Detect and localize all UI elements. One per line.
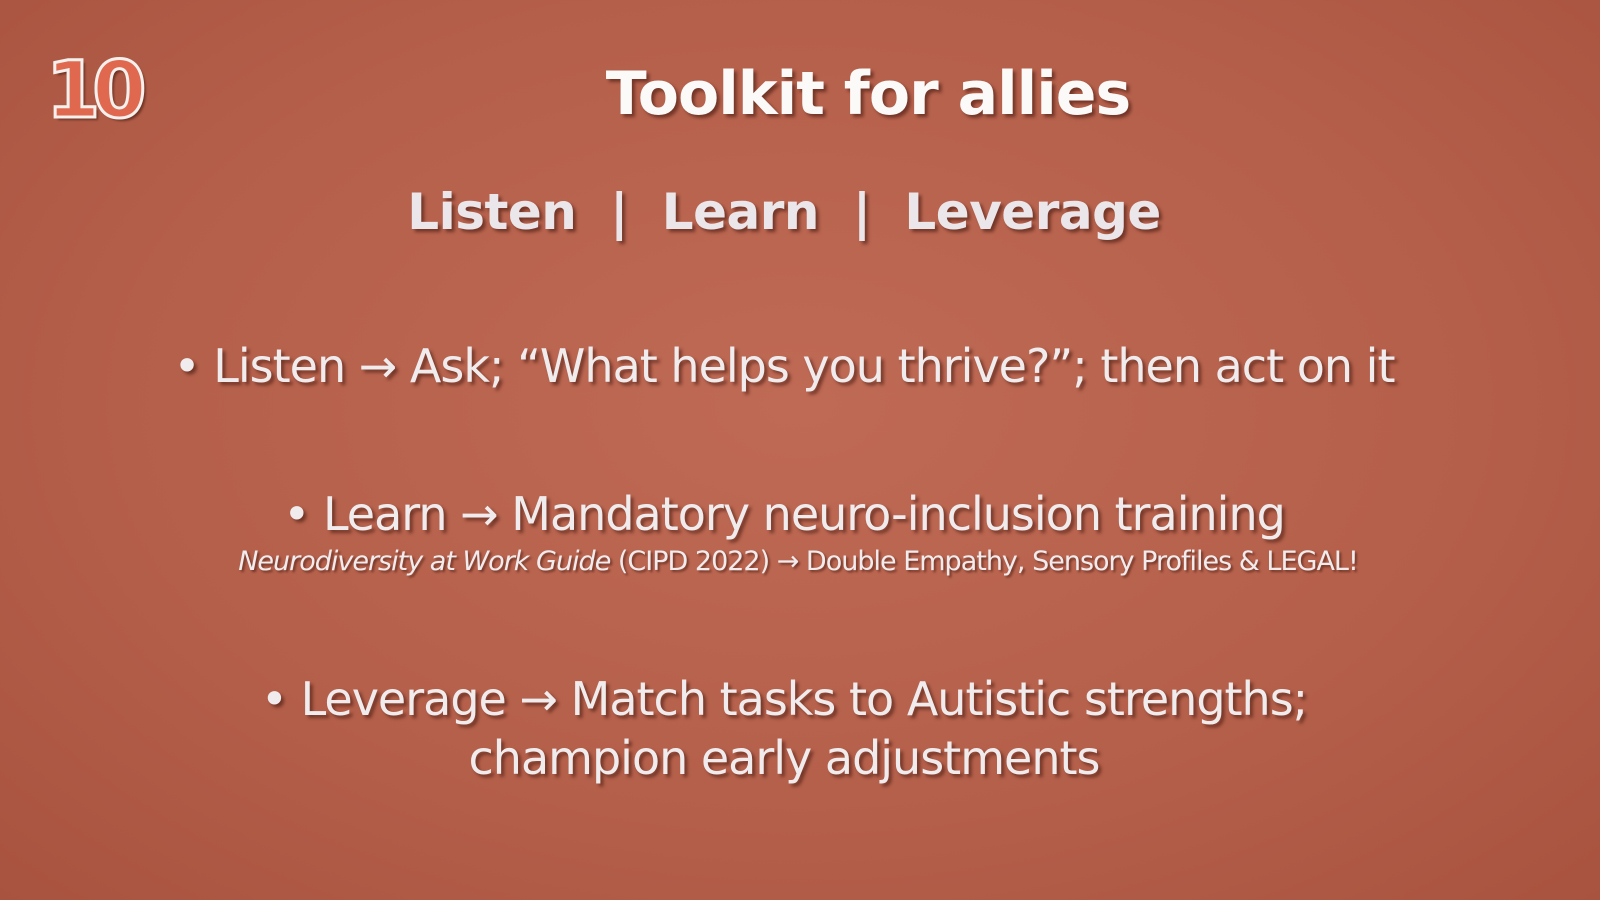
- slide-number: 10: [45, 46, 148, 136]
- bullet-line-2: champion early adjustments: [468, 730, 1101, 785]
- bullet-line-1: • Leverage → Match tasks to Autistic str…: [0, 670, 1568, 729]
- bullet-text: Leverage → Match tasks to Autistic stren…: [300, 672, 1309, 726]
- bullet-leverage: • Leverage → Match tasks to Autistic str…: [0, 670, 1568, 788]
- bullet-text: Learn → Mandatory neuro-inclusion traini…: [322, 487, 1286, 541]
- guide-title: Neurodiversity at Work Guide: [238, 546, 611, 577]
- bullet-marker: •: [173, 339, 200, 393]
- bullet-listen: • Listen → Ask; “What helps you thrive?”…: [0, 337, 1568, 396]
- guide-details: (CIPD 2022) → Double Empathy, Sensory Pr…: [610, 546, 1359, 577]
- learn-reference-note: Neurodiversity at Work Guide (CIPD 2022)…: [0, 546, 1596, 578]
- bullet-learn: • Learn → Mandatory neuro-inclusion trai…: [0, 485, 1568, 544]
- bullet-marker: •: [260, 672, 288, 726]
- slide-subtitle: Listen | Learn | Leverage: [407, 183, 1161, 241]
- slide-title: Toolkit for allies: [605, 59, 1131, 129]
- bullet-marker: •: [283, 487, 310, 541]
- bullet-text: Listen → Ask; “What helps you thrive?”; …: [213, 339, 1395, 393]
